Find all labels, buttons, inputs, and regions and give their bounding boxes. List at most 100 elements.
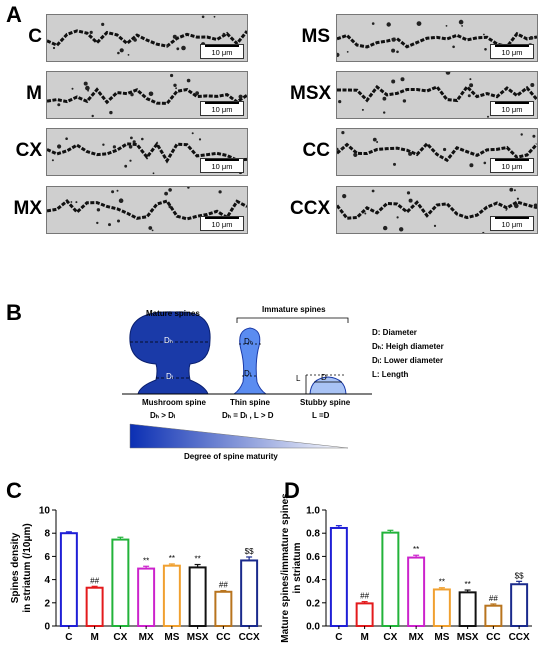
- density-x-tick-label: MS: [164, 632, 179, 643]
- ratio-bar: [407, 556, 426, 627]
- stubby-d-label: D: [321, 373, 327, 382]
- micrograph-m: 10 μm: [46, 71, 248, 119]
- ratio-y-label: Mature spines/immature spinesin striatum: [280, 493, 303, 643]
- ratio-y-tick-label: 0.2: [306, 598, 320, 609]
- scale-bar-label: 10 μm: [501, 162, 523, 171]
- ratio-y-tick-label: 0.8: [306, 529, 320, 540]
- density-y-tick-label: 0: [44, 622, 50, 633]
- density-x-tick-label: MX: [139, 632, 154, 643]
- density-significance-label: ##: [90, 576, 99, 585]
- density-significance-label: **: [169, 554, 175, 563]
- density-y-tick-label: 2: [44, 598, 50, 609]
- micrograph-c: 10 μm: [46, 14, 248, 62]
- mushroom-dl-label: Dₗ: [166, 372, 174, 381]
- spine-density-chart: 0 2 4 6 8 10 Spines densityin striatum (/10μm)…: [10, 506, 262, 643]
- ratio-y-tick-label: 0.0: [306, 622, 320, 633]
- mushroom-spine-shape: [129, 311, 211, 395]
- scale-bar-label: 10 μm: [211, 105, 233, 114]
- density-x-tick-label: MSX: [187, 632, 209, 643]
- scale-bar-label: 10 μm: [501, 48, 523, 57]
- thin-rule: Dₕ = Dₗ , L > D: [222, 411, 274, 420]
- ratio-bar: [510, 583, 529, 627]
- ratio-y-tick-label: 0.6: [306, 552, 320, 563]
- scale-bar: 10 μm: [490, 158, 534, 173]
- thin-dl-label: Dₗ: [244, 369, 252, 378]
- micrograph-mx: 10 μm: [46, 186, 248, 234]
- scale-bar: 10 μm: [200, 44, 244, 59]
- density-x-tick-label: CC: [216, 632, 230, 643]
- scale-bar: 10 μm: [490, 101, 534, 116]
- ratio-x-tick-label: CX: [383, 632, 397, 643]
- thin-spine-shape: [232, 327, 268, 395]
- ratio-significance-label: ##: [360, 592, 369, 601]
- ratio-x-tick-label: CC: [486, 632, 500, 643]
- legend-item: Dₗ: Lower diameter: [372, 356, 444, 365]
- scale-bar-label: 10 μm: [501, 220, 523, 229]
- panel-c-letter: C: [6, 478, 22, 503]
- group-label-c: C: [28, 26, 42, 47]
- density-y-tick-label: 10: [39, 506, 51, 517]
- group-label-cc: CC: [302, 140, 330, 161]
- micrograph-cx: 10 μm: [46, 128, 248, 176]
- mature-title: Mature spines: [146, 309, 200, 318]
- micrograph-cc: 10 μm: [336, 128, 538, 176]
- ratio-bar: [432, 588, 451, 627]
- ratio-x-tick-label: M: [360, 632, 368, 643]
- ratio-significance-label: $$: [515, 571, 524, 580]
- density-significance-label: **: [143, 556, 149, 565]
- legend-item: Dₕ: Heigh diameter: [372, 342, 444, 351]
- density-bar: [214, 590, 233, 627]
- maturity-gradient: [129, 423, 349, 449]
- ratio-bar: [484, 604, 503, 627]
- mushroom-dh-label: Dₕ: [164, 336, 174, 345]
- density-significance-label: ##: [219, 581, 228, 590]
- ratio-x-tick-label: MX: [409, 632, 424, 643]
- gradient-label: Degree of spine maturity: [184, 452, 278, 461]
- micrograph-msx: 10 μm: [336, 71, 538, 119]
- density-y-tick-label: 8: [44, 529, 50, 540]
- group-label-mx: MX: [13, 198, 43, 219]
- density-bar: [137, 567, 156, 627]
- stubby-name: Stubby spine: [300, 398, 351, 407]
- density-significance-label: **: [195, 555, 201, 564]
- legend-item: D: Diameter: [372, 328, 417, 337]
- ratio-significance-label: ##: [489, 594, 498, 603]
- scale-bar-label: 10 μm: [211, 48, 233, 57]
- mushroom-rule: Dₕ > Dₗ: [150, 411, 176, 420]
- scale-bar: 10 μm: [200, 101, 244, 116]
- density-bar: [188, 566, 207, 627]
- scale-bar: 10 μm: [200, 216, 244, 231]
- ratio-y-tick-label: 1.0: [306, 506, 320, 517]
- density-y-tick-label: 4: [44, 575, 50, 586]
- density-x-tick-label: CX: [113, 632, 127, 643]
- spine-diagram: [122, 311, 372, 449]
- immature-title: Immature spines: [262, 305, 326, 314]
- density-bar: [85, 586, 104, 627]
- ratio-x-tick-label: CCX: [509, 632, 530, 643]
- scale-bar: 10 μm: [200, 158, 244, 173]
- scale-bar: 10 μm: [490, 44, 534, 59]
- ratio-y-tick-label: 0.4: [306, 575, 320, 586]
- micrograph-ms: 10 μm: [336, 14, 538, 62]
- density-y-tick-label: 6: [44, 552, 50, 563]
- mushroom-name: Mushroom spine: [142, 398, 207, 407]
- density-bar: [59, 532, 78, 628]
- density-bar: [162, 564, 181, 627]
- group-label-msx: MSX: [290, 83, 332, 104]
- stubby-spine-shape: [309, 376, 347, 395]
- panel-b-letter: B: [6, 300, 22, 325]
- micrograph-ccx: 10 μm: [336, 186, 538, 234]
- legend-item: L: Length: [372, 370, 409, 379]
- ratio-bar: [329, 526, 348, 627]
- thin-name: Thin spine: [230, 398, 270, 407]
- density-bar: [240, 559, 259, 627]
- density-bar: [111, 538, 130, 627]
- ratio-significance-label: **: [465, 580, 471, 589]
- spine-legend: D: Diameter Dₕ: Heigh diameter Dₗ: Lower…: [372, 326, 444, 382]
- ratio-significance-label: **: [439, 578, 445, 587]
- ratio-x-tick-label: C: [335, 632, 342, 643]
- stubby-l-label: L: [296, 374, 301, 383]
- ratio-bar: [381, 531, 400, 627]
- ratio-x-tick-label: MS: [434, 632, 449, 643]
